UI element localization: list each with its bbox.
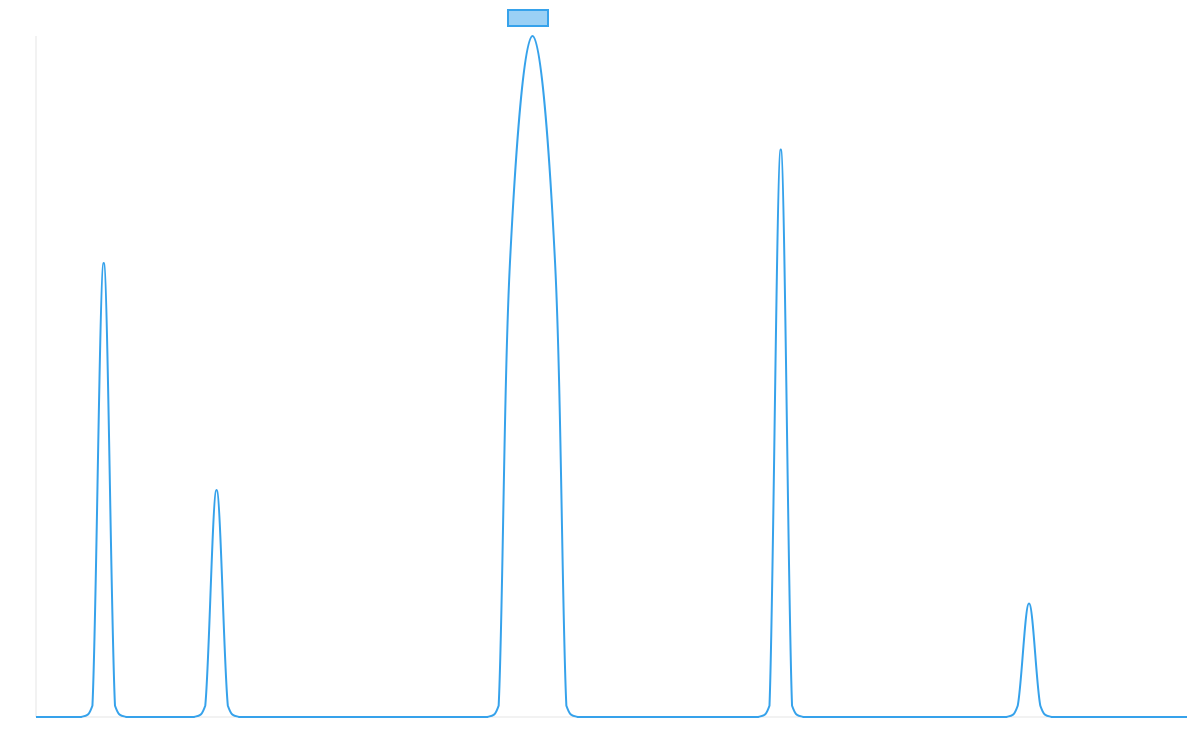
legend-swatch-0[interactable]: [507, 9, 549, 27]
legend[interactable]: [507, 9, 549, 27]
series-line-0[interactable]: [35, 35, 1187, 719]
series-group: [35, 35, 1187, 719]
